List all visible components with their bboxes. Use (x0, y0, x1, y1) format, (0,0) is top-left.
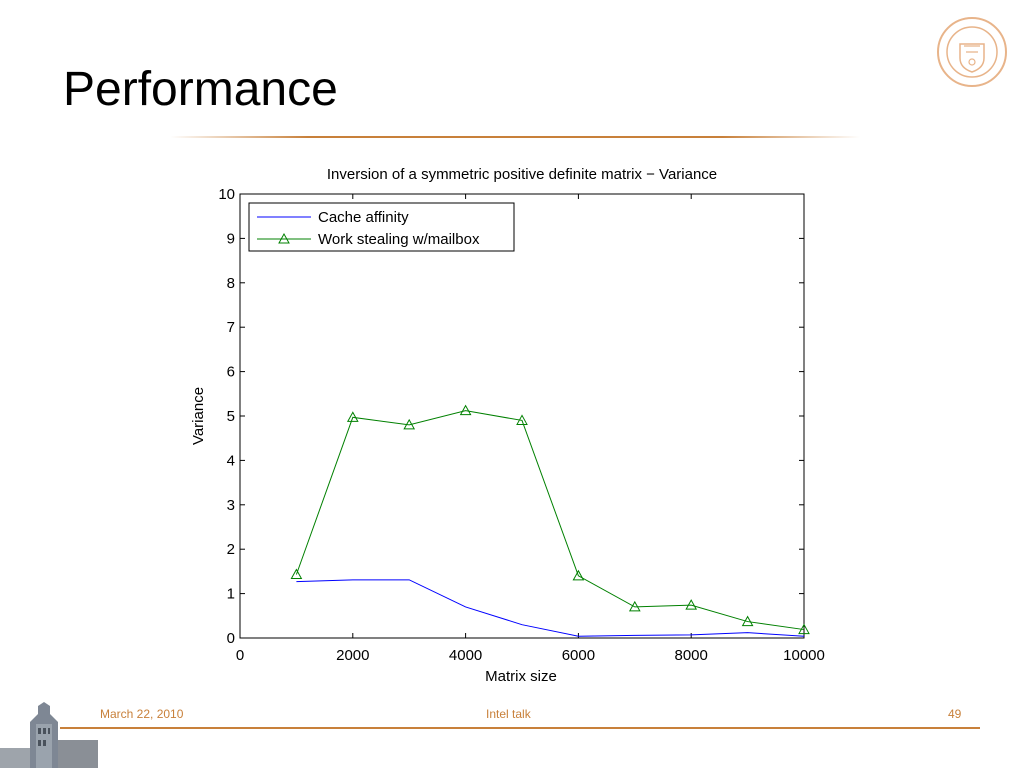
series-layer (290, 404, 810, 637)
y-tick-label: 0 (227, 630, 235, 647)
chart-title: Inversion of a symmetric positive defini… (327, 166, 717, 183)
legend-box (248, 202, 515, 252)
series-line-1 (296, 579, 805, 637)
y-tick-label: 2 (227, 541, 235, 558)
footer-divider (60, 727, 980, 729)
x-tick-label: 8000 (675, 647, 708, 664)
legend-label: Cache affinity (318, 209, 409, 226)
data-point-marker (346, 411, 359, 422)
university-seal-icon (937, 17, 1007, 87)
y-tick-label: 10 (218, 186, 235, 203)
y-tick-label: 9 (227, 230, 235, 247)
variance-chart: Inversion of a symmetric positive defini… (190, 166, 825, 685)
data-point-marker (628, 600, 641, 612)
y-axis-label: Variance (190, 387, 207, 445)
x-tick-label: 0 (236, 647, 244, 664)
y-tick-label: 8 (227, 275, 235, 292)
tower-image (0, 700, 110, 768)
x-tick-label: 2000 (336, 647, 369, 664)
y-tick-label: 7 (227, 319, 235, 336)
y-tick-label: 3 (227, 497, 235, 514)
data-point-marker (290, 568, 303, 580)
x-tick-label: 10000 (783, 647, 825, 664)
data-point-marker (516, 414, 528, 425)
page-number: 49 (948, 707, 962, 721)
y-tick-label: 6 (227, 364, 235, 381)
data-point-marker (798, 623, 810, 635)
footer-title: Intel talk (486, 707, 531, 721)
data-point-marker (685, 599, 698, 610)
title-divider (170, 136, 860, 138)
legend: Cache affinity Work stealing w/mailbox (248, 202, 515, 252)
slide-title: Performance (63, 63, 338, 116)
axes: 0 2000 4000 6000 8000 10000 0 1 2 3 4 5 6 7 8 9 10 (218, 186, 825, 664)
data-point-marker (741, 615, 754, 627)
data-point-marker (403, 418, 416, 430)
footer-date: March 22, 2010 (100, 707, 184, 721)
x-tick-label: 6000 (562, 647, 595, 664)
data-point-marker (459, 404, 472, 416)
y-tick-label: 4 (227, 452, 235, 469)
y-tick-label: 5 (227, 408, 235, 425)
legend-label: Work stealing w/mailbox (318, 231, 480, 248)
data-point-marker (572, 569, 585, 581)
x-tick-label: 4000 (449, 647, 482, 664)
x-axis-label: Matrix size (485, 668, 557, 685)
y-tick-label: 1 (227, 586, 235, 603)
series-line-2 (295, 410, 805, 631)
legend-marker (278, 232, 290, 244)
